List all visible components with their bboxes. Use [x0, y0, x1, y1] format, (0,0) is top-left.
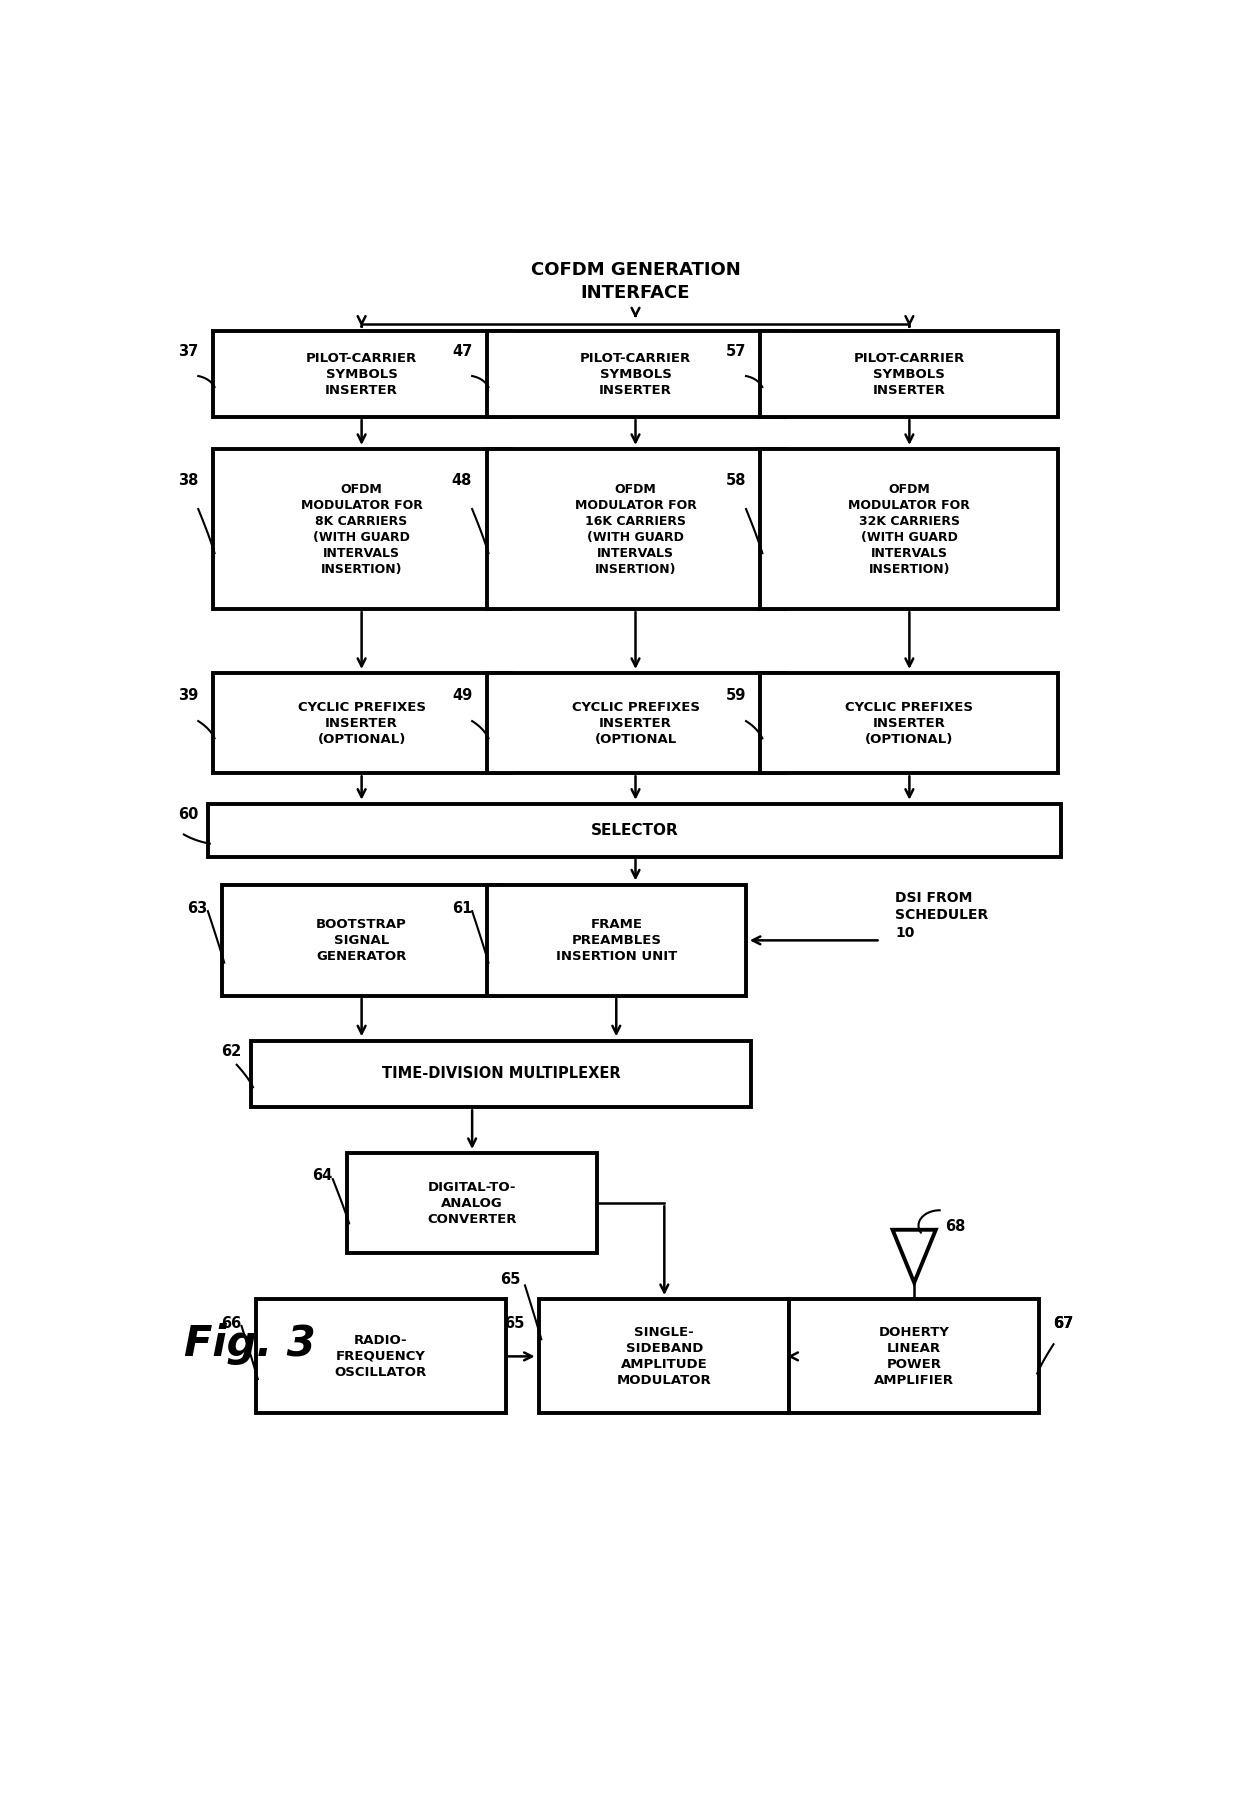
Text: 61: 61 — [451, 902, 472, 916]
Text: 62: 62 — [221, 1044, 242, 1059]
FancyBboxPatch shape — [213, 450, 511, 609]
Text: TIME-DIVISION MULTIPLEXER: TIME-DIVISION MULTIPLEXER — [382, 1066, 620, 1081]
Text: CYCLIC PREFIXES
INSERTER
(OPTIONAL): CYCLIC PREFIXES INSERTER (OPTIONAL) — [846, 701, 973, 746]
Text: 67: 67 — [1054, 1317, 1074, 1332]
Text: 38: 38 — [177, 473, 198, 488]
Text: Fig. 3: Fig. 3 — [184, 1323, 315, 1364]
Text: SINGLE-
SIDEBAND
AMPLITUDE
MODULATOR: SINGLE- SIDEBAND AMPLITUDE MODULATOR — [618, 1326, 712, 1388]
Text: PILOT-CARRIER
SYMBOLS
INSERTER: PILOT-CARRIER SYMBOLS INSERTER — [306, 352, 417, 396]
Text: PILOT-CARRIER
SYMBOLS
INSERTER: PILOT-CARRIER SYMBOLS INSERTER — [854, 352, 965, 396]
Text: SELECTOR: SELECTOR — [590, 822, 678, 838]
Polygon shape — [893, 1231, 936, 1283]
Text: 59: 59 — [725, 688, 746, 703]
FancyBboxPatch shape — [208, 804, 1061, 857]
FancyBboxPatch shape — [789, 1299, 1039, 1413]
Text: CYCLIC PREFIXES
INSERTER
(OPTIONAL): CYCLIC PREFIXES INSERTER (OPTIONAL) — [298, 701, 425, 746]
Text: OFDM
MODULATOR FOR
8K CARRIERS
(WITH GUARD
INTERVALS
INSERTION): OFDM MODULATOR FOR 8K CARRIERS (WITH GUA… — [300, 482, 423, 576]
Text: COFDM GENERATION
INTERFACE: COFDM GENERATION INTERFACE — [531, 262, 740, 302]
Text: 63: 63 — [187, 902, 208, 916]
Text: DOHERTY
LINEAR
POWER
AMPLIFIER: DOHERTY LINEAR POWER AMPLIFIER — [874, 1326, 955, 1388]
Text: 49: 49 — [451, 688, 472, 703]
FancyBboxPatch shape — [213, 331, 511, 417]
Text: 64: 64 — [312, 1169, 332, 1184]
Text: DSI FROM
SCHEDULER
10: DSI FROM SCHEDULER 10 — [895, 891, 988, 940]
Text: 39: 39 — [179, 688, 198, 703]
FancyBboxPatch shape — [486, 331, 785, 417]
FancyBboxPatch shape — [222, 885, 501, 996]
Text: 67: 67 — [1054, 1317, 1074, 1332]
Text: BOOTSTRAP
SIGNAL
GENERATOR: BOOTSTRAP SIGNAL GENERATOR — [316, 918, 407, 963]
Text: RADIO-
FREQUENCY
OSCILLATOR: RADIO- FREQUENCY OSCILLATOR — [335, 1334, 427, 1379]
Text: 47: 47 — [451, 343, 472, 360]
Text: 68: 68 — [945, 1218, 966, 1234]
Text: 65: 65 — [500, 1272, 521, 1287]
Text: 60: 60 — [177, 806, 198, 822]
FancyBboxPatch shape — [760, 450, 1058, 609]
Text: PILOT-CARRIER
SYMBOLS
INSERTER: PILOT-CARRIER SYMBOLS INSERTER — [580, 352, 691, 396]
FancyBboxPatch shape — [213, 674, 511, 773]
Text: OFDM
MODULATOR FOR
32K CARRIERS
(WITH GUARD
INTERVALS
INSERTION): OFDM MODULATOR FOR 32K CARRIERS (WITH GU… — [848, 482, 971, 576]
Text: 57: 57 — [725, 343, 746, 360]
FancyBboxPatch shape — [347, 1153, 596, 1254]
FancyBboxPatch shape — [486, 885, 746, 996]
FancyBboxPatch shape — [255, 1299, 506, 1413]
Text: 66: 66 — [221, 1317, 242, 1332]
FancyBboxPatch shape — [486, 674, 785, 773]
FancyBboxPatch shape — [250, 1041, 751, 1108]
Text: CYCLIC PREFIXES
INSERTER
(OPTIONAL: CYCLIC PREFIXES INSERTER (OPTIONAL — [572, 701, 699, 746]
Text: OFDM
MODULATOR FOR
16K CARRIERS
(WITH GUARD
INTERVALS
INSERTION): OFDM MODULATOR FOR 16K CARRIERS (WITH GU… — [574, 482, 697, 576]
FancyBboxPatch shape — [760, 674, 1058, 773]
FancyBboxPatch shape — [486, 450, 785, 609]
FancyBboxPatch shape — [539, 1299, 789, 1413]
Text: DIGITAL-TO-
ANALOG
CONVERTER: DIGITAL-TO- ANALOG CONVERTER — [428, 1180, 517, 1225]
Text: 48: 48 — [451, 473, 472, 488]
FancyBboxPatch shape — [760, 331, 1058, 417]
Text: 37: 37 — [179, 343, 198, 360]
Text: 58: 58 — [725, 473, 746, 488]
Text: FRAME
PREAMBLES
INSERTION UNIT: FRAME PREAMBLES INSERTION UNIT — [556, 918, 677, 963]
Text: 65: 65 — [505, 1317, 525, 1332]
